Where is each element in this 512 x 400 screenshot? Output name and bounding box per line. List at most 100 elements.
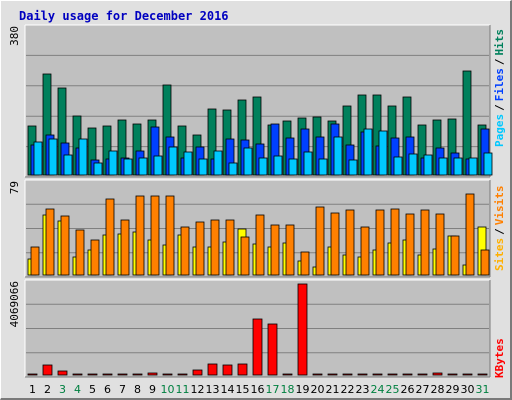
- bar-kbytes-day-8: [132, 373, 143, 376]
- bar-visits-day-28: [435, 213, 445, 276]
- bar-visits-day-3: [60, 215, 70, 276]
- x-tick-label-day-28: 28: [431, 383, 445, 396]
- bar-kbytes-day-24: [372, 373, 383, 376]
- legend-pages: Pages: [493, 114, 506, 147]
- bar-kbytes-day-10: [162, 373, 173, 376]
- x-axis-day-labels: 1 2 3 4 5 6 7 8 9 10 11 12 13 14 15 16 17 18 19 20 21 22 23 24 2…: [29, 383, 490, 396]
- bar-visits-day-16: [255, 214, 265, 276]
- x-tick-label-day-2: 2: [44, 383, 51, 396]
- sites-visits-panel: [24, 179, 491, 278]
- x-tick-label-day-9: 9: [149, 383, 156, 396]
- bar-pages-day-20: [318, 158, 328, 176]
- x-tick-label-day-21: 21: [326, 383, 340, 396]
- bar-kbytes-day-31: [477, 373, 488, 376]
- x-tick-label-day-27: 27: [416, 383, 430, 396]
- bar-kbytes-day-4: [72, 373, 83, 376]
- x-tick-label-day-1: 1: [29, 383, 36, 396]
- bar-pages-day-8: [138, 157, 148, 176]
- bar-visits-day-13: [210, 219, 220, 276]
- x-tick-label-day-13: 13: [206, 383, 220, 396]
- x-tick-label-day-29: 29: [446, 383, 460, 396]
- x-tick-label-day-26: 26: [401, 383, 415, 396]
- bar-kbytes-day-2: [42, 364, 53, 376]
- bar-pages-day-12: [198, 158, 208, 176]
- bar-kbytes-day-27: [417, 373, 428, 376]
- x-tick-label-day-22: 22: [341, 383, 355, 396]
- bar-visits-day-4: [75, 229, 85, 276]
- legend-panel2: Sites / Visits: [493, 186, 506, 272]
- bar-kbytes-day-15: [237, 363, 248, 376]
- x-tick-label-day-7: 7: [119, 383, 126, 396]
- bar-visits-day-18: [285, 224, 295, 276]
- x-tick-label-day-17: 17: [266, 383, 280, 396]
- kbytes-panel: [24, 279, 491, 378]
- bar-visits-day-2: [45, 208, 55, 276]
- y-max-label-panel3: 4069066: [8, 281, 21, 327]
- bar-visits-day-12: [195, 221, 205, 276]
- bar-pages-day-10: [168, 146, 178, 176]
- x-tick-label-day-12: 12: [191, 383, 205, 396]
- y-max-label-panel1: 380: [8, 26, 21, 46]
- bar-visits-day-5: [90, 239, 100, 276]
- bar-pages-day-30: [468, 157, 478, 176]
- bar-visits-day-22: [345, 209, 355, 276]
- bar-pages-day-11: [183, 151, 193, 176]
- x-tick-label-day-25: 25: [386, 383, 400, 396]
- bar-kbytes-day-1: [27, 373, 38, 376]
- bar-visits-day-19: [300, 251, 310, 276]
- bar-kbytes-day-18: [282, 373, 293, 376]
- bar-kbytes-day-16: [252, 318, 263, 376]
- bar-kbytes-day-12: [192, 369, 203, 376]
- bar-kbytes-day-22: [342, 373, 353, 376]
- bar-pages-day-25: [393, 156, 403, 176]
- bar-kbytes-day-5: [87, 373, 98, 376]
- bar-pages-day-22: [348, 159, 358, 176]
- bar-pages-day-9: [153, 155, 163, 176]
- legend-sep-1: /: [493, 104, 506, 111]
- bar-kbytes-day-9: [147, 372, 158, 376]
- x-tick-label-day-19: 19: [296, 383, 310, 396]
- bar-pages-day-28: [438, 157, 448, 176]
- x-tick-label-day-31: 31: [476, 383, 490, 396]
- x-tick-label-day-23: 23: [356, 383, 370, 396]
- bar-pages-day-21: [333, 136, 343, 176]
- bar-visits-day-1: [30, 246, 40, 276]
- bar-pages-day-31: [483, 152, 493, 176]
- bar-kbytes-day-26: [402, 373, 413, 376]
- legend-files: Files: [493, 68, 506, 101]
- x-tick-label-day-18: 18: [281, 383, 295, 396]
- bar-pages-day-15: [243, 147, 253, 176]
- bar-visits-day-29: [450, 235, 460, 276]
- x-tick-label-day-8: 8: [134, 383, 141, 396]
- bar-kbytes-day-21: [327, 373, 338, 376]
- bar-pages-day-1: [33, 141, 43, 176]
- bar-visits-day-31: [480, 249, 490, 276]
- bar-kbytes-day-28: [432, 372, 443, 376]
- legend-visits: Visits: [493, 186, 506, 226]
- bar-visits-day-10: [165, 195, 175, 276]
- bar-visits-day-24: [375, 209, 385, 276]
- bar-visits-day-15: [240, 236, 250, 276]
- bar-kbytes-day-6: [102, 373, 113, 376]
- legend-sep-2: /: [493, 58, 506, 65]
- bar-kbytes-day-3: [57, 370, 68, 376]
- bar-kbytes-day-30: [462, 373, 473, 376]
- x-tick-label-day-10: 10: [161, 383, 175, 396]
- bar-pages-day-29: [453, 157, 463, 176]
- bar-visits-day-6: [105, 198, 115, 276]
- legend-sites: Sites: [493, 238, 506, 271]
- bar-kbytes-day-11: [177, 373, 188, 376]
- bar-pages-day-4: [78, 138, 88, 176]
- x-tick-label-day-20: 20: [311, 383, 325, 396]
- hits-files-pages-panel: [24, 24, 493, 178]
- bar-pages-day-3: [63, 154, 73, 176]
- x-tick-label-day-30: 30: [461, 383, 475, 396]
- legend-hits: Hits: [493, 29, 506, 56]
- bar-visits-day-9: [150, 195, 160, 276]
- bar-visits-day-26: [405, 213, 415, 276]
- bar-pages-day-13: [213, 150, 223, 176]
- bar-pages-day-26: [408, 153, 418, 176]
- bar-visits-day-11: [180, 226, 190, 276]
- bar-kbytes-day-29: [447, 373, 458, 376]
